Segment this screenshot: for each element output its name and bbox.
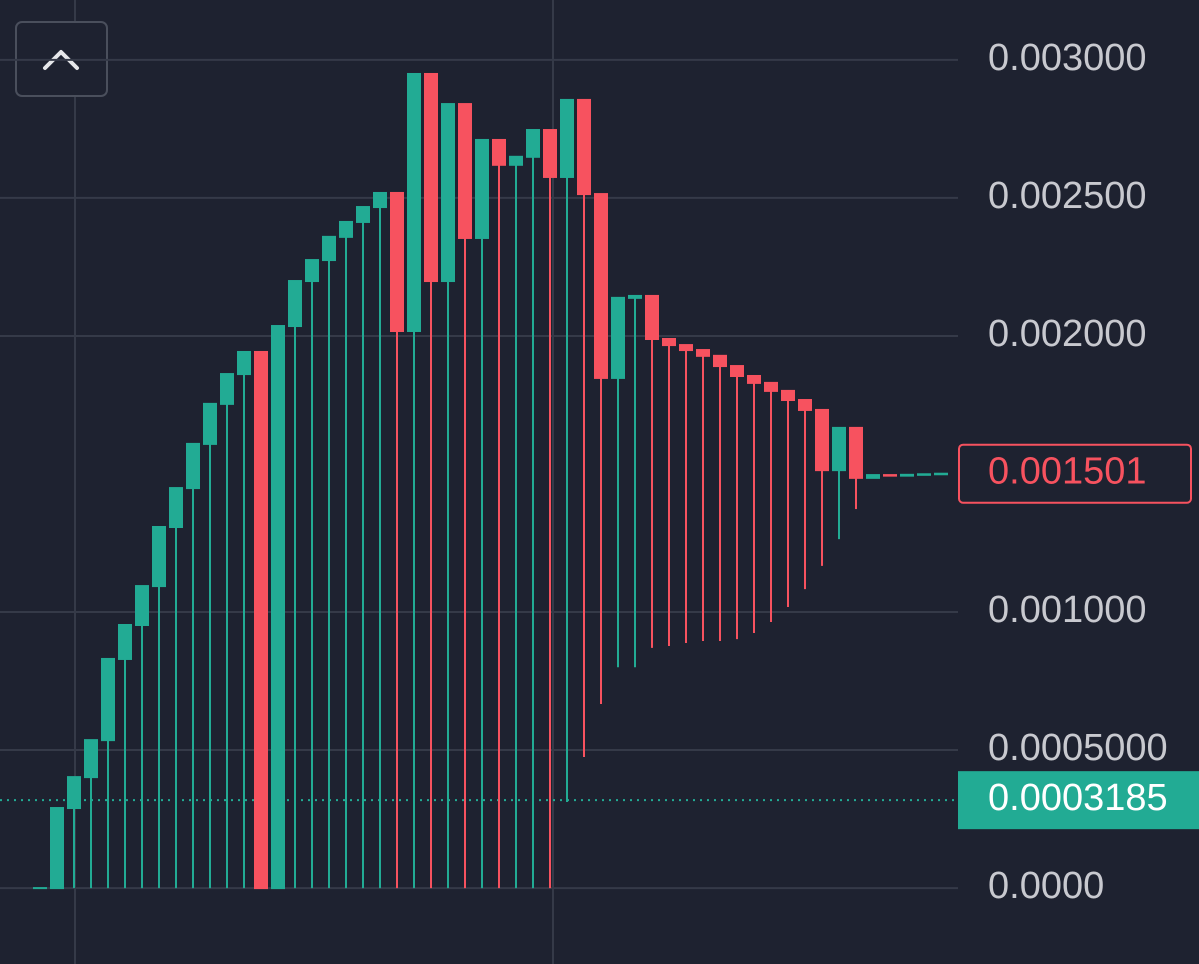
candle-body [509,155,523,166]
candle-body [322,235,336,262]
candle-body [645,294,659,341]
candle-body [883,474,897,477]
last-price-label: 0.001501 [988,451,1147,493]
candle-body [679,344,693,352]
candle-body [237,350,251,376]
candle-body [832,426,846,472]
candle-body [67,776,81,810]
labels: 0.0000 0.0005000 0.001000 0.002000 0.002500 0… [958,37,1199,907]
candle-body [560,98,574,178]
candle-body [917,473,931,476]
candle-body [135,585,149,626]
candle-body [169,487,183,528]
candle-body [288,280,302,328]
candle-body [628,294,642,299]
candle-body [543,129,557,178]
low-price-label: 0.0003185 [988,777,1168,819]
candle-body [458,103,472,239]
candle-body [271,325,285,890]
chevron-up-icon[interactable] [43,50,79,70]
candle-body [730,365,744,377]
candle-body [33,887,47,890]
candle-body [441,103,455,283]
candle-body [492,138,506,166]
y-tick-label: 0.001000 [988,589,1147,631]
y-tick-label: 0.002000 [988,313,1147,355]
candle-body [934,472,948,476]
candles [33,72,948,890]
candle-body [475,138,489,239]
candle-body [339,220,353,238]
candle-body [900,473,914,477]
candle-body [594,193,608,379]
candle-body [203,402,217,445]
candle-body [577,98,591,196]
candle-body [373,191,387,209]
candle-body [118,623,132,660]
candle-body [305,259,319,283]
candle-body [390,191,404,332]
low-price-box [958,771,1199,830]
candle-body [186,442,200,490]
candle-body [50,807,64,890]
candle-body [152,525,166,588]
candle-body [849,426,863,479]
candle-body [254,350,268,890]
candle-body [611,296,625,379]
candle-body [220,373,234,405]
y-tick-label: 0.002500 [988,175,1147,217]
candle-body [101,657,115,742]
candle-body [696,349,710,357]
candle-body [866,474,880,479]
candle-body [713,354,727,368]
y-tick-label: 0.0000 [988,865,1104,907]
y-tick-label: 0.0005000 [988,727,1168,769]
y-tick-label: 0.003000 [988,37,1147,79]
candle-body [407,72,421,332]
last-price-box [958,443,1192,504]
candle-body [662,338,676,347]
candle-body [356,206,370,223]
candle-body [424,72,438,283]
candle-body [798,399,812,411]
candle-body [84,739,98,779]
candle-body [747,374,761,384]
candle-body [526,129,540,158]
candle-body [781,389,795,402]
candle-body [815,408,829,472]
candle-body [764,381,778,392]
